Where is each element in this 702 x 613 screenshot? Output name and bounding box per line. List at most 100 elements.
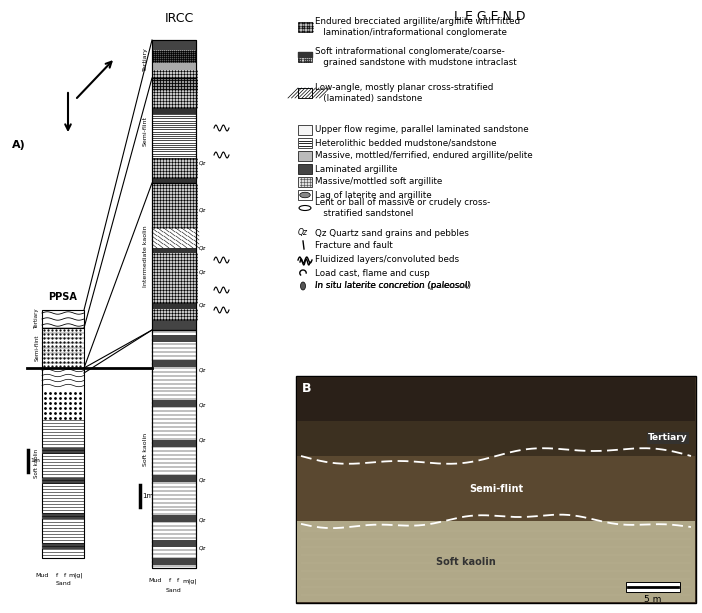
Bar	[42, 310, 84, 328]
Bar	[297, 377, 695, 421]
Text: Semi-flint: Semi-flint	[34, 335, 39, 361]
Text: Laminated argillite: Laminated argillite	[315, 164, 397, 173]
Text: Soft kaolin: Soft kaolin	[436, 557, 496, 567]
Text: Qz: Qz	[298, 229, 308, 237]
Text: 1m: 1m	[30, 459, 40, 463]
Bar	[297, 421, 695, 456]
Text: IRCC: IRCC	[164, 12, 194, 25]
Text: Tertiary: Tertiary	[143, 47, 148, 71]
Bar	[152, 78, 196, 183]
Bar	[42, 448, 84, 454]
Text: m|g|: m|g|	[183, 578, 197, 584]
Text: Load cast, flame and cusp: Load cast, flame and cusp	[315, 268, 430, 278]
Bar	[152, 90, 196, 96]
Bar	[152, 440, 196, 447]
Bar	[297, 456, 695, 521]
Text: f: f	[64, 573, 66, 578]
Bar	[152, 62, 196, 70]
Bar	[42, 368, 84, 558]
Text: Sand: Sand	[166, 588, 182, 593]
Bar	[298, 88, 312, 98]
Text: Fluidized layers/convoluted beds: Fluidized layers/convoluted beds	[315, 256, 459, 264]
Bar	[152, 335, 196, 342]
Bar	[152, 178, 196, 183]
Text: Heterolithic bedded mudstone/sandstone: Heterolithic bedded mudstone/sandstone	[315, 139, 496, 148]
Bar	[626, 582, 680, 592]
Text: Qz: Qz	[199, 403, 206, 408]
Text: Soft intraformational conglomerate/coarse-
   grained sandstone with mudstone in: Soft intraformational conglomerate/coars…	[315, 47, 517, 67]
Bar	[298, 88, 312, 98]
Text: Qz: Qz	[199, 270, 206, 275]
Text: Mud: Mud	[149, 578, 162, 583]
Bar	[42, 513, 84, 519]
Bar	[152, 540, 196, 547]
Bar	[298, 52, 312, 62]
Text: Mud: Mud	[35, 573, 48, 578]
Bar	[152, 515, 196, 522]
Text: Massive, mottled/ferrified, endured argillite/pelite: Massive, mottled/ferrified, endured argi…	[315, 151, 533, 161]
Text: f: f	[168, 578, 171, 583]
Bar	[152, 303, 196, 309]
Text: Qz: Qz	[199, 478, 206, 482]
Bar	[298, 88, 312, 98]
Bar	[152, 360, 196, 367]
Text: Lent or ball of massive or crudely cross-
   stratified sandstonel: Lent or ball of massive or crudely cross…	[315, 198, 490, 218]
Text: Lag of laterite and argillite: Lag of laterite and argillite	[315, 191, 432, 199]
Text: Soft kaolin: Soft kaolin	[34, 449, 39, 478]
Bar	[42, 543, 84, 549]
Text: Qz: Qz	[199, 438, 206, 443]
Bar	[152, 248, 196, 253]
Bar	[152, 183, 196, 330]
Bar	[152, 400, 196, 407]
Text: Sand: Sand	[55, 581, 71, 586]
Text: PPSA: PPSA	[48, 292, 77, 302]
Text: B: B	[302, 381, 312, 395]
Ellipse shape	[300, 282, 305, 290]
Text: Semi-flint: Semi-flint	[143, 115, 148, 145]
Bar	[298, 190, 312, 200]
Text: Qz: Qz	[199, 245, 206, 251]
Bar	[298, 138, 312, 148]
Text: L E G E N D: L E G E N D	[454, 10, 526, 23]
Bar	[298, 22, 312, 32]
Bar	[152, 558, 196, 565]
Text: 1m: 1m	[142, 493, 153, 499]
Text: 5 m: 5 m	[644, 595, 662, 604]
Text: Soft kaolin: Soft kaolin	[143, 432, 148, 465]
Text: m|g|: m|g|	[68, 573, 83, 579]
Text: Qz Quartz sand grains and pebbles: Qz Quartz sand grains and pebbles	[315, 229, 469, 237]
Bar	[152, 108, 196, 114]
Text: Qz: Qz	[199, 517, 206, 522]
Text: f: f	[55, 573, 58, 578]
Text: Intermediate kaolin: Intermediate kaolin	[143, 226, 148, 287]
Bar	[152, 320, 196, 330]
Text: f: f	[178, 578, 180, 583]
Bar	[42, 478, 84, 484]
Text: Qz: Qz	[199, 302, 206, 308]
Bar	[298, 125, 312, 135]
Text: Qz: Qz	[199, 368, 206, 373]
Text: Endured brecciated argillite/argillite with fitted
   lamination/intraformationa: Endured brecciated argillite/argillite w…	[315, 17, 520, 37]
Bar	[298, 164, 312, 174]
Bar	[42, 328, 84, 368]
Text: Tertiary: Tertiary	[34, 309, 39, 329]
Text: Qz: Qz	[199, 546, 206, 550]
Bar	[298, 151, 312, 161]
Ellipse shape	[299, 205, 311, 210]
Text: Low-angle, mostly planar cross-stratified
   (laminated) sandstone: Low-angle, mostly planar cross-stratifie…	[315, 83, 494, 103]
Text: Qz: Qz	[199, 207, 206, 213]
Bar	[152, 40, 196, 78]
Text: Tertiary: Tertiary	[649, 433, 688, 443]
Text: In situ laterite concretion (paleosol): In situ laterite concretion (paleosol)	[315, 281, 470, 291]
Text: Qz: Qz	[199, 161, 206, 166]
Bar	[152, 330, 196, 568]
Text: Massive/mottled soft argillite: Massive/mottled soft argillite	[315, 178, 442, 186]
Text: Upper flow regime, parallel laminated sandstone: Upper flow regime, parallel laminated sa…	[315, 126, 529, 134]
Text: A): A)	[12, 140, 26, 150]
Text: Fracture and fault: Fracture and fault	[315, 240, 392, 249]
Bar	[152, 78, 196, 183]
Text: In situ laterite concretion (paleosol): In situ laterite concretion (paleosol)	[315, 281, 471, 291]
Bar	[152, 475, 196, 482]
Bar	[297, 521, 695, 602]
Bar	[296, 376, 696, 603]
